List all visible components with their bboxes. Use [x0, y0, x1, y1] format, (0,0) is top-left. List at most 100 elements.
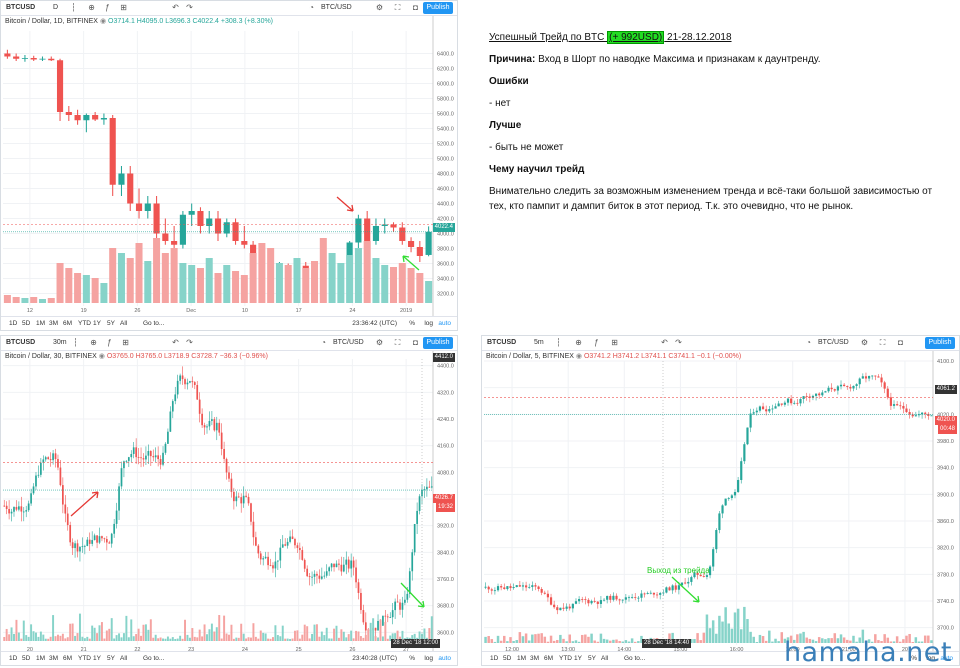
chart-plot-5m[interactable]: 3700.0 3740.0 3780.0 3820.0 3860.0 3900.0 3940…	[482, 351, 960, 655]
log-toggle[interactable]: log	[926, 655, 935, 662]
pair-selector[interactable]: BTC/USD	[321, 4, 352, 11]
range-1d[interactable]: 1D	[9, 655, 18, 662]
range-1d[interactable]: 1D	[490, 655, 499, 662]
eye-icon[interactable]: ◉	[98, 353, 105, 360]
fullscreen-icon[interactable]: ⛶	[394, 338, 401, 347]
add-indicator-icon[interactable]: ⊕	[88, 3, 95, 12]
range-all[interactable]: All	[120, 655, 128, 662]
candle-body	[655, 594, 659, 596]
interval-selector[interactable]: 30m	[53, 339, 67, 346]
candle-body	[171, 241, 178, 245]
range-all[interactable]: All	[120, 320, 128, 327]
fullscreen-icon[interactable]: ⛶	[879, 338, 886, 347]
auto-toggle[interactable]: auto	[438, 655, 451, 662]
chart-plot-30m[interactable]: 3600.03680.03760.03840.03920.04000.04080…	[1, 351, 458, 655]
redo-icon[interactable]: ↷	[186, 3, 193, 12]
range-1y[interactable]: 1Y	[93, 655, 101, 662]
eye-icon[interactable]: ◉	[575, 353, 582, 360]
interval-selector[interactable]: D	[53, 4, 59, 11]
range-5d[interactable]: 5D	[22, 655, 31, 662]
range-1m[interactable]: 1M	[36, 655, 46, 662]
range-6m[interactable]: 6M	[63, 320, 73, 327]
symbol-search[interactable]: BTCUSD	[487, 339, 517, 346]
candle-body	[593, 600, 596, 602]
publish-button[interactable]: Publish	[423, 2, 453, 14]
percent-toggle[interactable]: %	[409, 655, 415, 662]
candle-body	[20, 506, 23, 512]
range-5y[interactable]: 5Y	[107, 655, 115, 662]
goto-button[interactable]: Go to...	[143, 655, 165, 662]
goto-button[interactable]: Go to...	[143, 320, 165, 327]
add-indicator-icon[interactable]: ⊕	[90, 338, 97, 347]
range-3m[interactable]: 3M	[49, 655, 59, 662]
alert-icon[interactable]: ◔	[806, 338, 811, 347]
range-3m[interactable]: 3M	[49, 320, 59, 327]
auto-toggle[interactable]: auto	[940, 655, 953, 662]
compare-icon[interactable]: ⊞	[120, 3, 127, 12]
indicators-icon[interactable]: ƒ	[594, 338, 599, 347]
indicators-icon[interactable]: ƒ	[107, 338, 112, 347]
candle-body	[621, 599, 624, 601]
camera-icon[interactable]: ◘	[898, 338, 903, 347]
interval-selector[interactable]: 5m	[534, 339, 544, 346]
publish-button[interactable]: Publish	[423, 337, 453, 349]
settings-icon[interactable]: ⚙	[375, 338, 384, 347]
range-6m[interactable]: 6M	[544, 655, 554, 662]
candle-body	[430, 486, 433, 488]
alert-icon[interactable]: ◔	[309, 3, 314, 12]
range-5d[interactable]: 5D	[22, 320, 31, 327]
undo-icon[interactable]: ↶	[661, 338, 668, 347]
compare-icon[interactable]: ⊞	[611, 338, 618, 347]
range-6m[interactable]: 6M	[63, 655, 73, 662]
goto-button[interactable]: Go to...	[624, 655, 646, 662]
symbol-search[interactable]: BTCUSD	[6, 4, 36, 11]
chart-panel-daily[interactable]: BTCUSD D ┆ ⊕ ƒ ⊞ ↶ ↷ ◔ BTC/USD ⚙ ⛶ ◘ Pub…	[0, 0, 458, 331]
volume-bar	[35, 632, 37, 641]
bar-style-icon[interactable]: ┆	[73, 338, 78, 347]
pair-selector[interactable]: BTC/USD	[818, 339, 849, 346]
chart-plot-daily[interactable]: 3200.0 3400.0 3600.0 3800.0 4000.0 4200.0 4400…	[1, 16, 458, 320]
bar-style-icon[interactable]: ┆	[556, 338, 561, 347]
range-ytd[interactable]: YTD	[559, 655, 572, 662]
undo-icon[interactable]: ↶	[172, 3, 179, 12]
range-ytd[interactable]: YTD	[78, 655, 91, 662]
fullscreen-icon[interactable]: ⛶	[394, 3, 401, 12]
settings-icon[interactable]: ⚙	[860, 338, 869, 347]
pair-selector[interactable]: BTC/USD	[333, 339, 364, 346]
candle-body	[184, 379, 186, 385]
range-1d[interactable]: 1D	[9, 320, 18, 327]
publish-button[interactable]: Publish	[925, 337, 955, 349]
candle-body	[4, 53, 11, 57]
add-indicator-icon[interactable]: ⊕	[575, 338, 582, 347]
chart-panel-30m[interactable]: BTCUSD 30m ┆ ⊕ ƒ ⊞ ↶ ↷ ◔ BTC/USD ⚙ ⛶ ◘ P…	[0, 335, 458, 666]
redo-icon[interactable]: ↷	[186, 338, 193, 347]
undo-icon[interactable]: ↶	[172, 338, 179, 347]
chart-panel-5m[interactable]: BTCUSD 5m ┆ ⊕ ƒ ⊞ ↶ ↷ ◔ BTC/USD ⚙ ⛶ ◘ Pu…	[481, 335, 960, 666]
eye-icon[interactable]: ◉	[99, 18, 107, 25]
camera-icon[interactable]: ◘	[413, 338, 418, 347]
compare-icon[interactable]: ⊞	[122, 338, 129, 347]
range-ytd[interactable]: YTD	[78, 320, 91, 327]
indicators-icon[interactable]: ƒ	[105, 3, 110, 12]
bar-style-icon[interactable]: ┆	[71, 3, 76, 12]
settings-icon[interactable]: ⚙	[375, 3, 384, 12]
range-5y[interactable]: 5Y	[588, 655, 596, 662]
log-toggle[interactable]: log	[424, 655, 433, 662]
range-all[interactable]: All	[601, 655, 609, 662]
percent-toggle[interactable]: %	[911, 655, 917, 662]
log-toggle[interactable]: log	[424, 320, 433, 327]
range-5y[interactable]: 5Y	[107, 320, 115, 327]
range-3m[interactable]: 3M	[530, 655, 540, 662]
percent-toggle[interactable]: %	[409, 320, 415, 327]
auto-toggle[interactable]: auto	[438, 320, 451, 327]
symbol-search[interactable]: BTCUSD	[6, 339, 36, 346]
redo-icon[interactable]: ↷	[675, 338, 682, 347]
range-1m[interactable]: 1M	[517, 655, 527, 662]
camera-icon[interactable]: ◘	[413, 3, 418, 12]
range-5d[interactable]: 5D	[503, 655, 512, 662]
range-1y[interactable]: 1Y	[93, 320, 101, 327]
candle-body	[162, 233, 169, 241]
alert-icon[interactable]: ◔	[321, 338, 326, 347]
range-1m[interactable]: 1M	[36, 320, 46, 327]
range-1y[interactable]: 1Y	[574, 655, 582, 662]
